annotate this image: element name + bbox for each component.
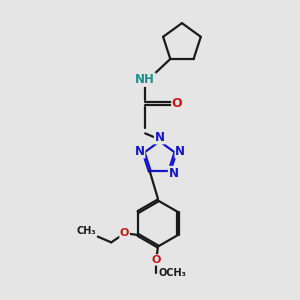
Text: N: N [169, 167, 178, 179]
Text: N: N [154, 131, 165, 144]
Text: O: O [120, 228, 129, 239]
Text: N: N [175, 145, 185, 158]
Text: OCH₃: OCH₃ [159, 268, 187, 278]
Text: O: O [152, 255, 161, 265]
Text: N: N [135, 145, 145, 158]
Text: NH: NH [135, 73, 155, 86]
Text: O: O [172, 97, 182, 110]
Text: CH₃: CH₃ [77, 226, 97, 236]
